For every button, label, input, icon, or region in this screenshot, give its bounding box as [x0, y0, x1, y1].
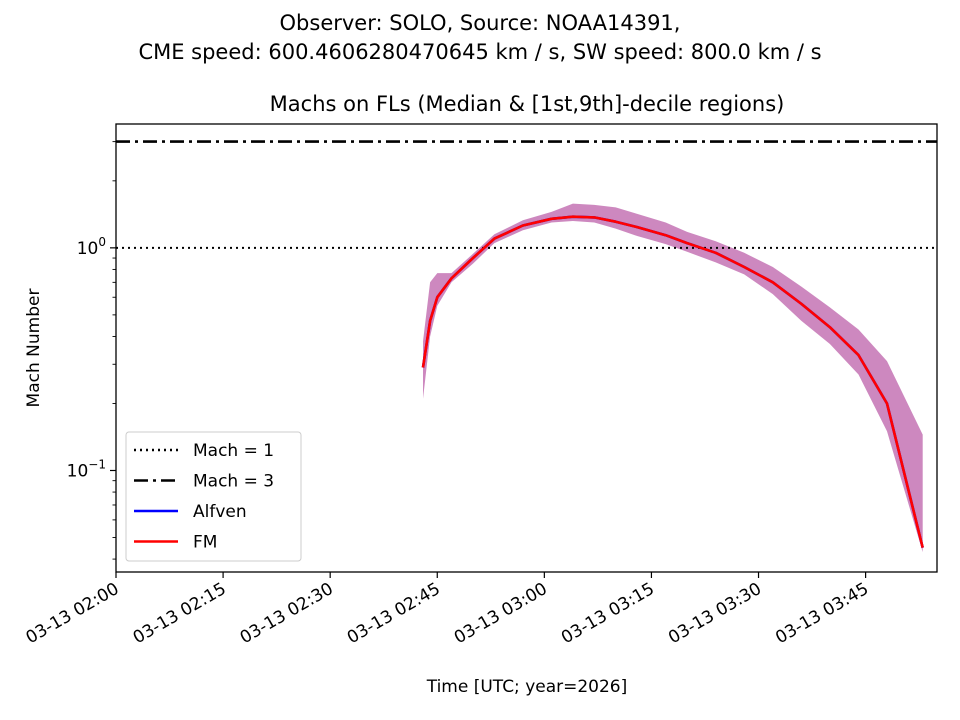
legend-label: FM — [193, 533, 217, 553]
x-tick-label: 03-13 03:45 — [772, 579, 872, 648]
y-tick-label: 10−1 — [67, 457, 106, 481]
x-tick-label: 03-13 03:00 — [451, 579, 551, 648]
reference-lines-layer — [116, 140, 937, 249]
x-tick-label: 03-13 02:30 — [237, 579, 337, 648]
y-tick-label: 100 — [77, 235, 106, 259]
legend-frame — [125, 431, 302, 562]
legend-label: Mach = 1 — [193, 441, 274, 461]
x-tick-label: 03-13 02:15 — [130, 579, 230, 648]
decile-band-layer — [423, 203, 923, 553]
y-axis-label: Mach Number — [24, 289, 44, 408]
figure-suptitle-line-1: Observer: SOLO, Source: NOAA14391, — [279, 11, 681, 35]
x-tick-label: 03-13 03:15 — [558, 579, 658, 648]
legend-label: Mach = 3 — [193, 472, 274, 492]
x-axis: 03-13 02:00 03-13 02:15 03-13 02:30 03-13 0… — [23, 572, 872, 648]
decile-band — [423, 203, 923, 553]
chart-title: Machs on FLs (Median & [1st,9th]-decile … — [270, 92, 785, 116]
legend-label: Alfven — [193, 502, 247, 522]
x-tick-label: 03-13 03:30 — [665, 579, 765, 648]
series-line-fm — [421, 215, 924, 549]
x-tick-label: 03-13 02:45 — [344, 579, 444, 648]
x-axis-label: Time [UTC; year=2026] — [426, 677, 628, 697]
series-layer — [421, 215, 924, 549]
legend: Mach = 1 Mach = 3 Alfven FM — [125, 431, 302, 562]
series-line-alfven — [421, 215, 924, 549]
figure-suptitle-line-2: CME speed: 600.4606280470645 km / s, SW … — [138, 40, 822, 64]
x-tick-label: 03-13 02:00 — [23, 579, 123, 648]
plot-frame — [115, 123, 938, 573]
y-axis: 100 10−1 — [67, 141, 116, 560]
